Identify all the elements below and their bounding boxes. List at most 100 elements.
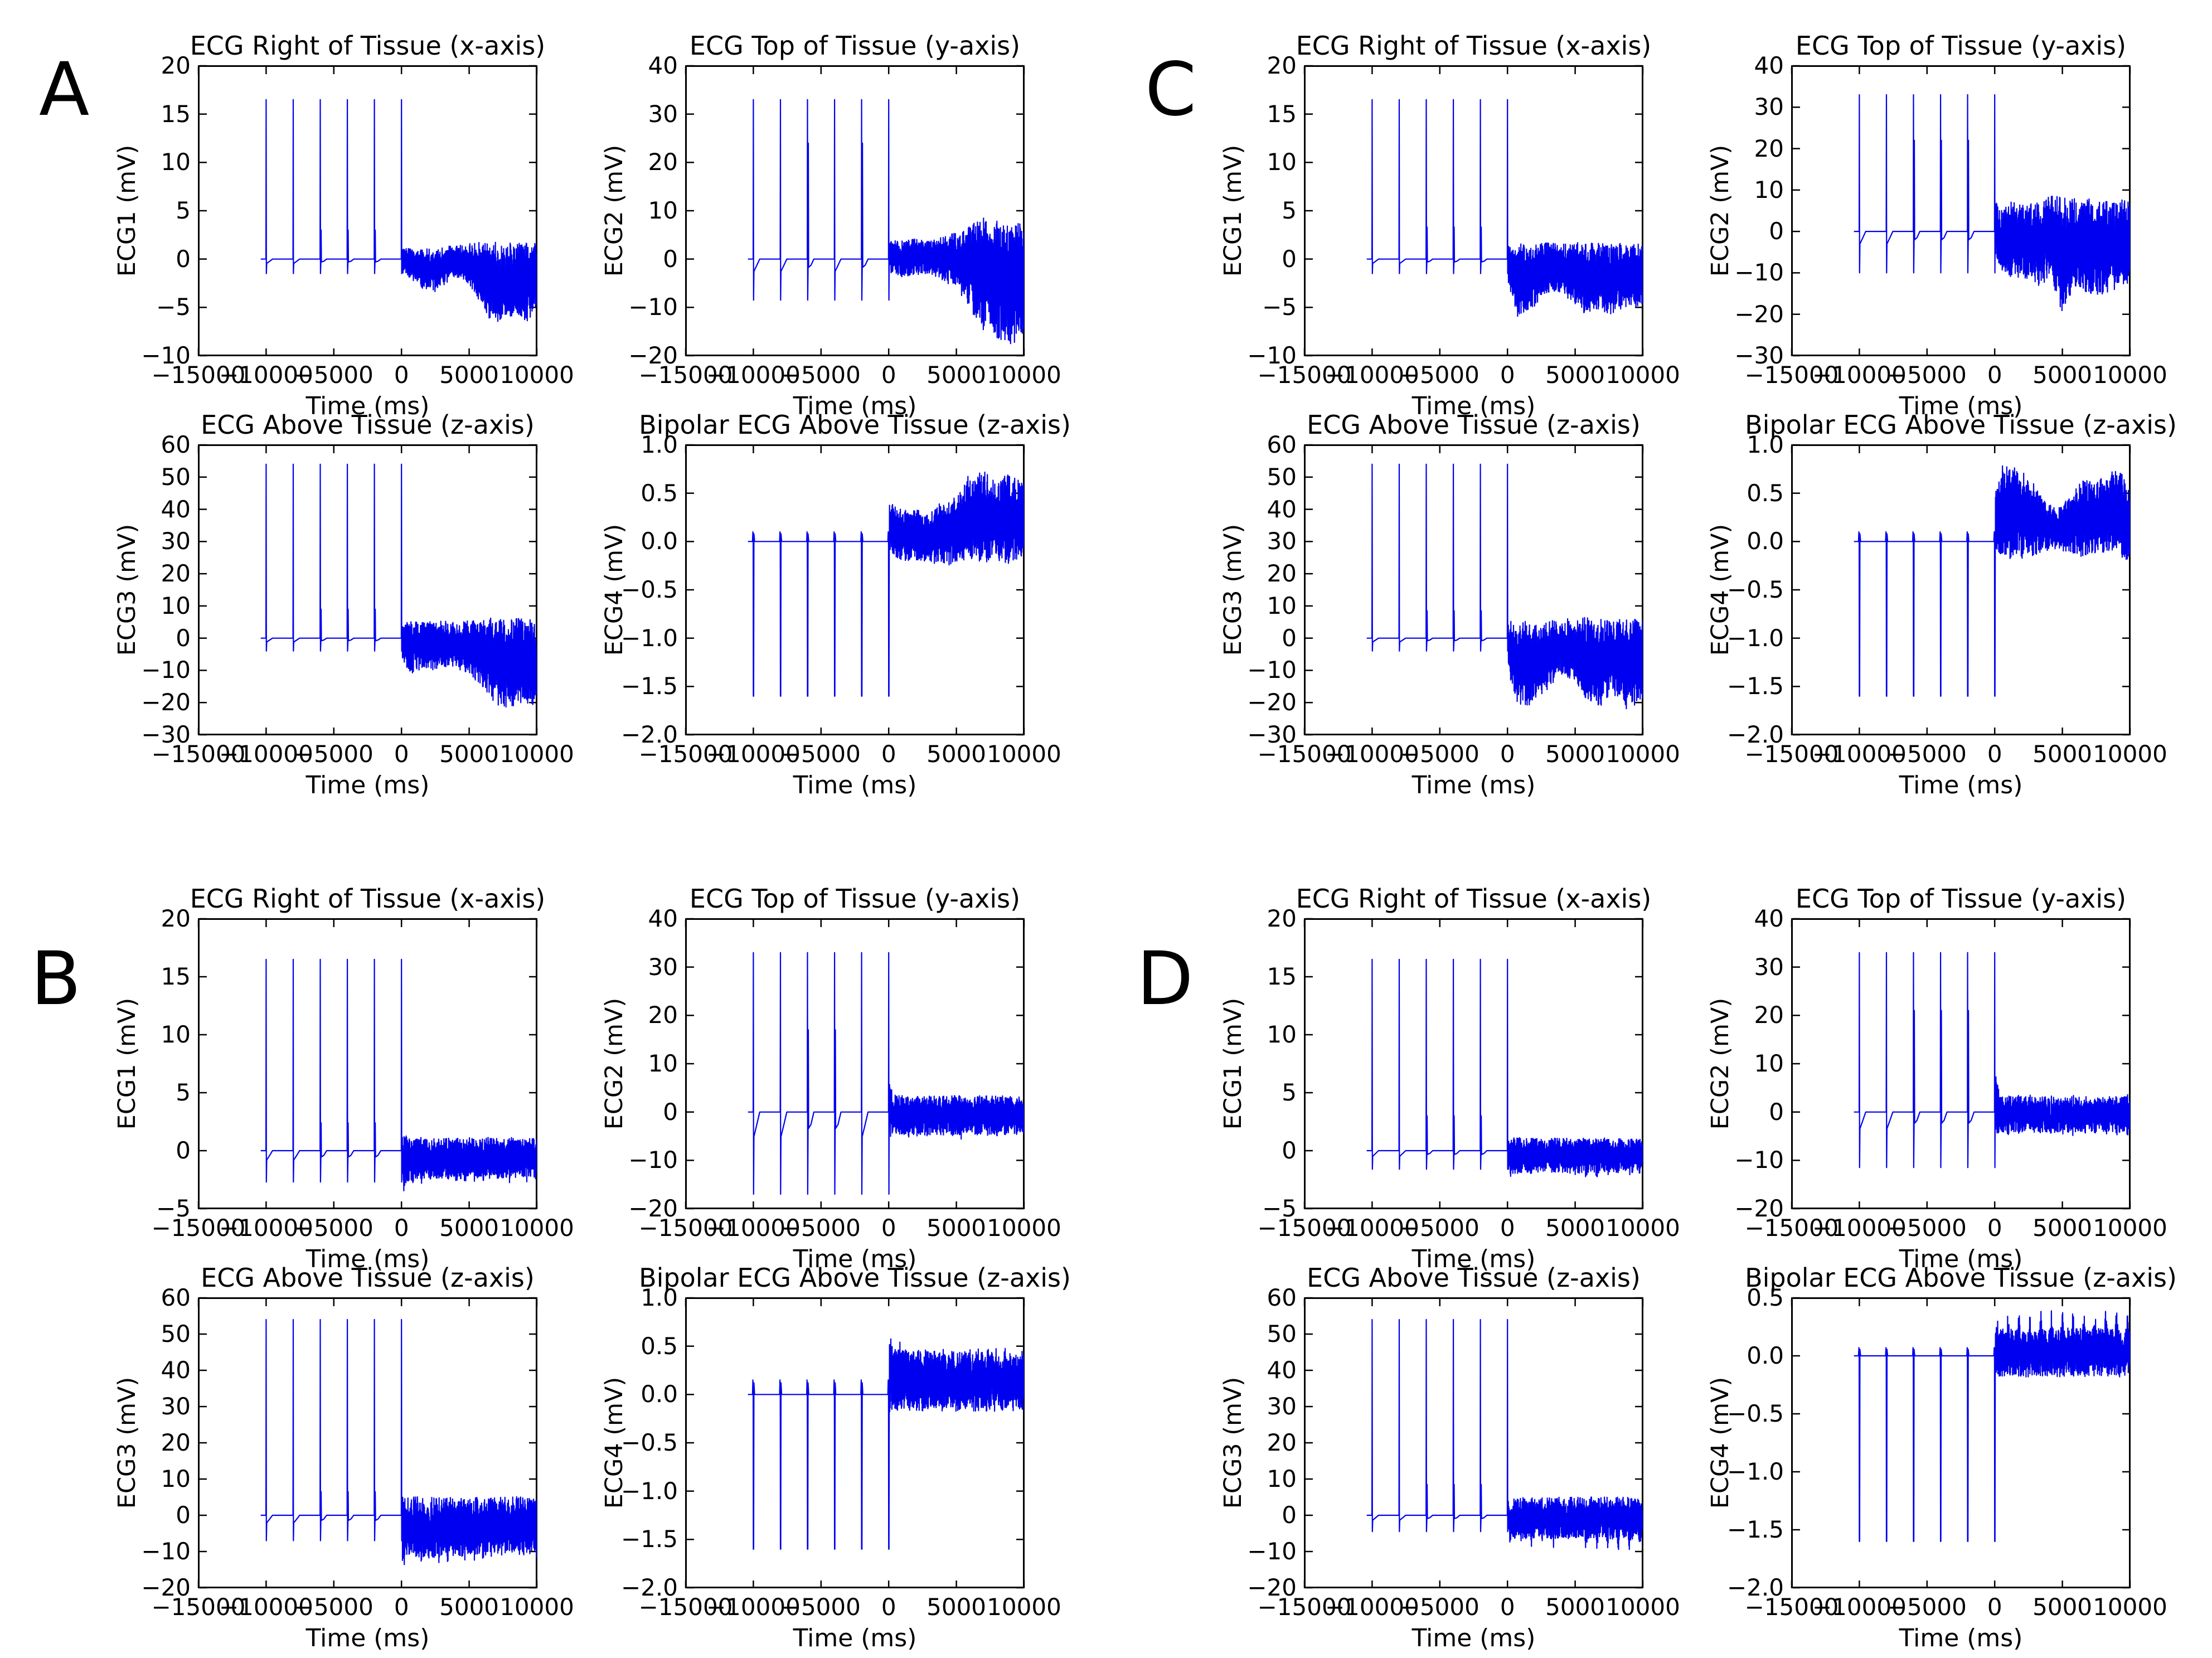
y-tick-label: 20 xyxy=(161,560,191,588)
x-tick-label: −5000 xyxy=(1887,740,1967,768)
x-tick-label: 0 xyxy=(1500,1214,1515,1242)
plot-title: ECG Top of Tissue (y-axis) xyxy=(689,884,1021,914)
x-tick-label: 10000 xyxy=(2093,1593,2167,1621)
plot-title: ECG Top of Tissue (y-axis) xyxy=(1795,884,2127,914)
axes-frame xyxy=(1791,1297,2131,1588)
x-tick-label: −5000 xyxy=(1887,361,1967,389)
y-tick-label: 10 xyxy=(648,197,678,224)
x-tick-label: 10000 xyxy=(1605,1214,1680,1242)
x-axis-label: Time (ms) xyxy=(1411,771,1536,799)
y-tick-label: 1.0 xyxy=(641,431,678,458)
y-tick-label: 60 xyxy=(161,1284,191,1311)
y-tick-label: −0.5 xyxy=(621,1429,678,1456)
y-tick-label: 0 xyxy=(663,245,678,273)
axes-frame xyxy=(198,65,537,356)
y-tick-label: 0 xyxy=(1769,1098,1784,1126)
axes-frame xyxy=(1304,444,1643,735)
y-tick-label: −0.5 xyxy=(621,576,678,603)
x-tick-label: −5000 xyxy=(1887,1593,1967,1621)
x-tick-label: 5000 xyxy=(439,1214,499,1242)
y-tick-label: −2.0 xyxy=(621,721,678,748)
y-tick-label: −10 xyxy=(141,656,191,684)
y-tick-label: 20 xyxy=(161,1429,191,1456)
y-tick-label: −1.0 xyxy=(1727,624,1784,652)
x-tick-label: −5000 xyxy=(294,740,373,768)
ecg-trace xyxy=(748,99,1024,345)
ecg-trace xyxy=(1854,465,2130,697)
axes-frame xyxy=(198,1297,537,1588)
y-tick-label: 10 xyxy=(1267,592,1297,619)
axes-frame xyxy=(1791,918,2131,1209)
y-tick-label: 15 xyxy=(1267,100,1297,128)
x-tick-label: −10000 xyxy=(1812,361,1907,389)
axes-frame xyxy=(198,918,537,1209)
plot-title: ECG Top of Tissue (y-axis) xyxy=(1795,31,2127,61)
plot-area xyxy=(1791,918,2131,1210)
panel-label: B xyxy=(31,936,81,1022)
y-tick-label: 10 xyxy=(161,148,191,176)
x-tick-label: −15000 xyxy=(1744,1593,1839,1621)
plot-area xyxy=(685,918,1025,1210)
y-tick-label: 1.0 xyxy=(1747,431,1784,458)
x-tick-label: −5000 xyxy=(781,1214,861,1242)
y-tick-label: 15 xyxy=(161,100,191,128)
plot-area xyxy=(1791,65,2131,357)
ecg-trace xyxy=(1854,1310,2130,1542)
x-tick-label: −10000 xyxy=(1325,740,1419,768)
y-tick-label: −10 xyxy=(1734,259,1784,287)
y-tick-label: −20 xyxy=(141,689,191,716)
x-tick-label: 10000 xyxy=(499,1214,574,1242)
x-tick-label: 0 xyxy=(1987,740,2002,768)
y-tick-label: 20 xyxy=(1267,560,1297,588)
y-tick-label: 30 xyxy=(1754,953,1784,981)
plot-title: Bipolar ECG Above Tissue (z-axis) xyxy=(1745,410,2177,440)
x-tick-label: 0 xyxy=(394,1593,409,1621)
y-tick-label: −30 xyxy=(1734,342,1784,369)
y-tick-label: 10 xyxy=(1754,1050,1784,1077)
plot-title: Bipolar ECG Above Tissue (z-axis) xyxy=(639,410,1071,440)
x-tick-label: −10000 xyxy=(219,1214,313,1242)
x-tick-label: −15000 xyxy=(1744,1214,1839,1242)
x-axis-label: Time (ms) xyxy=(1411,392,1536,420)
x-tick-label: −15000 xyxy=(1257,1214,1352,1242)
axes-frame xyxy=(685,1297,1025,1588)
y-tick-label: 0 xyxy=(663,1098,678,1126)
y-tick-label: 60 xyxy=(161,431,191,458)
x-tick-label: −5000 xyxy=(294,1214,373,1242)
plot-area xyxy=(1791,444,2131,736)
plot-area xyxy=(197,65,538,357)
ecg-trace xyxy=(260,1318,537,1565)
x-tick-label: 10000 xyxy=(987,1214,1061,1242)
x-tick-label: −15000 xyxy=(1257,740,1352,768)
plot-area xyxy=(1303,918,1644,1210)
x-axis-label: Time (ms) xyxy=(1411,1624,1536,1652)
x-tick-label: 10000 xyxy=(1605,1593,1680,1621)
y-tick-label: 60 xyxy=(1267,1284,1297,1311)
y-tick-label: −1.0 xyxy=(621,1477,678,1505)
y-tick-label: 10 xyxy=(1267,148,1297,176)
ecg-trace xyxy=(260,958,537,1191)
y-axis-label: ECG2 (mV) xyxy=(1706,144,1734,277)
ecg-trace xyxy=(1366,463,1643,710)
y-tick-label: 0 xyxy=(1282,624,1297,652)
y-tick-label: −20 xyxy=(628,1195,678,1222)
y-tick-label: 40 xyxy=(1754,905,1784,932)
x-tick-label: −15000 xyxy=(151,1593,246,1621)
x-tick-label: 5000 xyxy=(926,740,987,768)
ecg-trace xyxy=(260,99,537,322)
x-tick-label: 0 xyxy=(394,361,409,389)
x-tick-label: 5000 xyxy=(2032,740,2093,768)
x-tick-label: −10000 xyxy=(706,361,801,389)
plot-title: Bipolar ECG Above Tissue (z-axis) xyxy=(639,1263,1071,1293)
x-tick-label: 10000 xyxy=(1605,361,1680,389)
x-tick-label: 0 xyxy=(394,1214,409,1242)
y-tick-label: −0.5 xyxy=(1727,1400,1784,1427)
y-tick-label: 10 xyxy=(1754,176,1784,203)
y-axis-label: ECG4 (mV) xyxy=(1706,1376,1734,1509)
axes-frame xyxy=(198,444,537,735)
x-tick-label: 5000 xyxy=(926,1214,987,1242)
x-tick-label: 0 xyxy=(1987,1214,2002,1242)
x-tick-label: −15000 xyxy=(151,1214,246,1242)
y-tick-label: 0 xyxy=(176,1501,191,1529)
plot-title: ECG Above Tissue (z-axis) xyxy=(201,1263,535,1293)
